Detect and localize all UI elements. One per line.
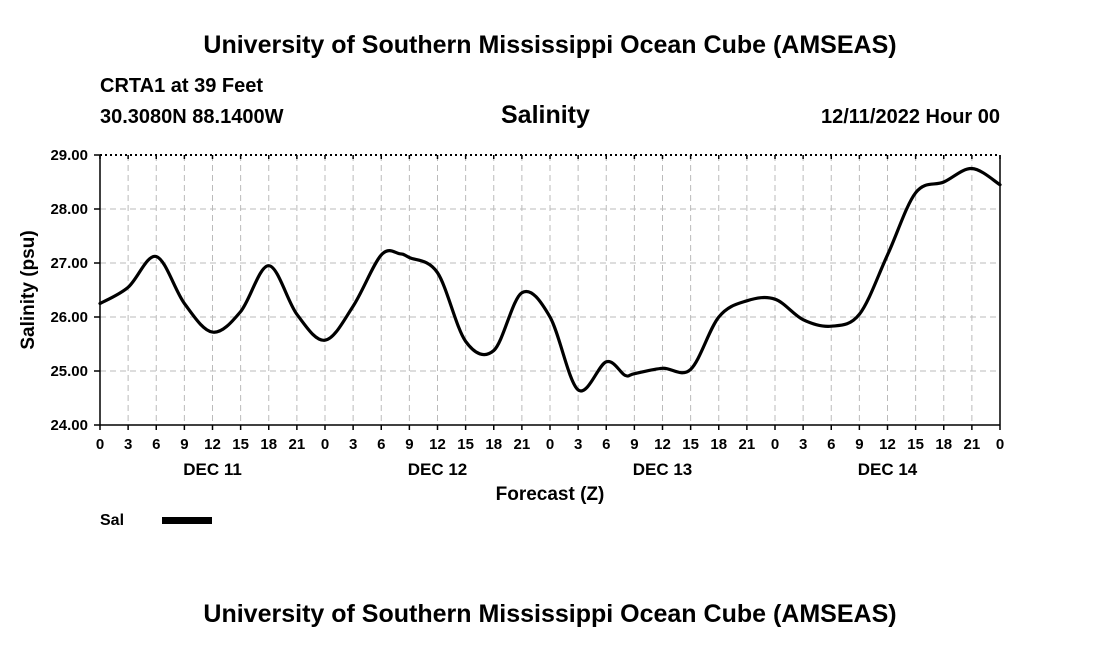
page-title-top: University of Southern Mississippi Ocean… xyxy=(203,31,897,59)
x-tick-label: 15 xyxy=(682,436,699,453)
coordinates-label: 30.3080N 88.1400W xyxy=(100,106,284,128)
x-tick-label: 18 xyxy=(935,436,952,453)
x-tick-label: 0 xyxy=(96,436,104,453)
x-tick-label: 0 xyxy=(771,436,779,453)
x-tick-label: 21 xyxy=(739,436,756,453)
y-tick-label: 25.00 xyxy=(50,363,88,380)
x-tick-label: 18 xyxy=(260,436,277,453)
x-tick-label: 9 xyxy=(405,436,413,453)
x-tick-label: 0 xyxy=(996,436,1004,453)
x-tick-label: 3 xyxy=(574,436,582,453)
x-tick-label: 6 xyxy=(377,436,385,453)
y-tick-label: 28.00 xyxy=(50,201,88,218)
legend-label-sal: Sal xyxy=(100,512,124,529)
x-tick-label: 3 xyxy=(124,436,132,453)
x-tick-label: 6 xyxy=(152,436,160,453)
x-tick-label: 15 xyxy=(457,436,474,453)
day-label: DEC 12 xyxy=(408,460,468,479)
x-tick-label: 18 xyxy=(710,436,727,453)
x-tick-label: 12 xyxy=(879,436,896,453)
y-tick-label: 26.00 xyxy=(50,309,88,326)
y-axis-ticks: 24.00 25.00 26.00 27.00 28.00 29.00 xyxy=(50,147,100,434)
y-tick-label: 24.00 xyxy=(50,417,88,434)
x-tick-label: 12 xyxy=(204,436,221,453)
day-label: DEC 11 xyxy=(183,460,242,479)
x-axis-label: Forecast (Z) xyxy=(496,484,605,505)
x-tick-label: 3 xyxy=(799,436,807,453)
page-title-bottom: University of Southern Mississippi Ocean… xyxy=(203,600,897,628)
datetime-label: 12/11/2022 Hour 00 xyxy=(820,106,1000,128)
x-axis-ticks: 0 3 6 9 12 15 18 21 0 3 6 9 12 15 18 21 0 3 6 9 12 15 18 21 0 3 6 9… xyxy=(96,155,1004,453)
day-label: DEC 14 xyxy=(858,460,918,479)
x-tick-label: 3 xyxy=(349,436,357,453)
y-tick-label: 27.00 xyxy=(50,255,88,272)
x-tick-label: 18 xyxy=(485,436,502,453)
x-tick-label: 21 xyxy=(514,436,531,453)
x-tick-label: 9 xyxy=(630,436,638,453)
x-tick-label: 15 xyxy=(232,436,249,453)
x-tick-label: 12 xyxy=(429,436,446,453)
y-axis-label: Salinity (psu) xyxy=(18,230,39,349)
x-tick-label: 6 xyxy=(602,436,610,453)
x-tick-label: 9 xyxy=(855,436,863,453)
station-label: CRTA1 at 39 Feet xyxy=(100,75,264,97)
day-label: DEC 13 xyxy=(633,460,693,479)
chart-title: Salinity xyxy=(501,101,590,129)
chart-grid xyxy=(100,155,1000,425)
legend-swatch-sal xyxy=(162,517,212,524)
x-tick-label: 0 xyxy=(546,436,554,453)
x-tick-label: 21 xyxy=(289,436,306,453)
x-tick-label: 6 xyxy=(827,436,835,453)
series-line-sal xyxy=(98,166,1002,393)
y-tick-label: 29.00 xyxy=(50,147,88,164)
x-tick-label: 21 xyxy=(964,436,981,453)
x-tick-label: 12 xyxy=(654,436,671,453)
x-tick-label: 9 xyxy=(180,436,188,453)
day-labels: DEC 11 DEC 12 DEC 13 DEC 14 xyxy=(183,460,918,479)
x-tick-label: 15 xyxy=(907,436,924,453)
x-tick-label: 0 xyxy=(321,436,329,453)
